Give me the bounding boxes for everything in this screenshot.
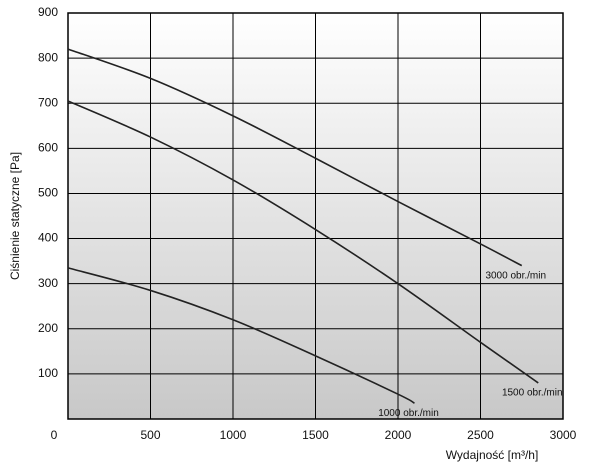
y-tick-label: 600	[38, 141, 58, 155]
y-tick-label: 100	[38, 366, 58, 380]
x-tick-label: 500	[140, 428, 160, 442]
series-line	[67, 267, 415, 404]
y-tick-label: 900	[38, 5, 58, 19]
series-line	[67, 100, 539, 384]
y-tick-label: 400	[38, 231, 58, 245]
x-axis-title: Wydajność [m³/h]	[446, 448, 539, 462]
x-tick-label: 1500	[302, 428, 329, 442]
series-label: 1500 obr./min	[502, 388, 563, 399]
series-line	[67, 48, 523, 267]
plot-border	[67, 12, 564, 420]
x-tick-label: 0	[51, 428, 58, 442]
y-tick-label: 300	[38, 276, 58, 290]
y-tick-label: 700	[38, 95, 58, 109]
series-label: 3000 obr./min	[485, 270, 546, 281]
series-label: 1000 obr./min	[378, 408, 439, 419]
x-tick-label: 2000	[385, 428, 412, 442]
y-tick-label: 500	[38, 186, 58, 200]
y-tick-label: 200	[38, 321, 58, 335]
x-tick-label: 1000	[220, 428, 247, 442]
x-tick-label: 3000	[550, 428, 577, 442]
x-tick-label: 2500	[467, 428, 494, 442]
y-axis-title: Ciśnienie statyczne [Pa]	[8, 152, 22, 280]
y-tick-label: 800	[38, 50, 58, 64]
